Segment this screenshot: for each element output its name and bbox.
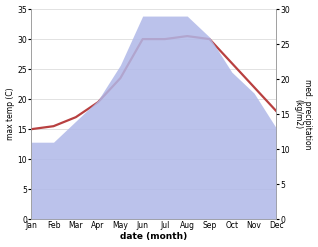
- X-axis label: date (month): date (month): [120, 232, 187, 242]
- Y-axis label: max temp (C): max temp (C): [5, 88, 15, 141]
- Y-axis label: med. precipitation
(kg/m2): med. precipitation (kg/m2): [293, 79, 313, 149]
